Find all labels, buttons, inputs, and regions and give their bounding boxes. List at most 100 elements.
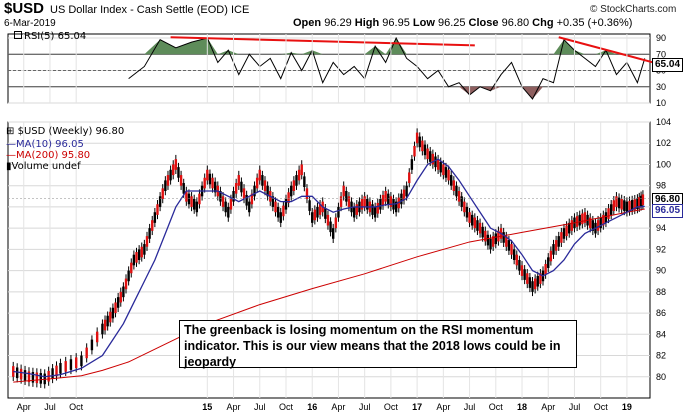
price-bar [195,201,199,213]
price-bar [69,359,73,370]
price-bar [132,254,136,266]
price-bar [612,200,616,211]
price-bar [122,286,125,298]
price-bar [240,181,243,193]
price-bar [575,216,579,227]
price-bar [308,200,311,211]
price-bar [557,236,560,247]
rsi-value-box: 65.04 [652,58,684,72]
price-bar [156,204,159,215]
price-bar [101,323,104,335]
price-bar [418,136,421,148]
price-bar [295,175,298,186]
price-bar [620,198,623,210]
price-bar [560,232,563,243]
price-bar [591,220,595,231]
price-bar [145,236,149,247]
x-tick-label: Oct [279,402,294,412]
price-bar [287,192,290,203]
price-bar [111,307,115,319]
price-bar [352,206,356,218]
price-tick-label: 98 [656,181,666,191]
price-bar [297,169,301,181]
price-bar [518,260,521,271]
price-bar [604,212,608,223]
price-bar [35,372,39,384]
x-tick-label: Jul [464,402,476,412]
price-bar [476,220,479,231]
price-bar [636,198,639,210]
ma200-legend-icon: — [6,150,16,161]
close-label: Close [468,17,499,29]
x-tick-label: Jul [359,402,371,412]
price-bar [106,315,109,327]
price-bar [55,365,58,377]
price-bar [182,183,185,194]
price-bar [193,198,196,210]
price-bar [528,277,532,288]
chg-label: Chg [532,17,554,29]
price-bar [169,169,172,181]
close-value: 96.80 [501,17,530,29]
price-bar [331,228,335,239]
price-bar [211,177,214,189]
price-bar [523,269,526,280]
price-bar [261,175,264,186]
price-bar [334,217,338,229]
price-bar [507,240,511,251]
price-bar [450,175,453,186]
price-bar [311,212,314,223]
price-bar [533,278,537,290]
price-bar [526,273,529,284]
x-tick-label: 18 [517,402,527,412]
price-bar [552,244,555,255]
price-bar [158,196,162,207]
price-bar [266,185,269,197]
price-bar [599,217,602,229]
price-bar [339,196,343,207]
price-bar [140,246,143,258]
ma10-legend-text: MA(10) 96.05 [16,139,84,150]
x-tick-label: 15 [202,402,212,412]
price-bar [114,302,117,314]
price-bar [387,193,390,205]
price-bar [460,196,463,207]
price-bar [394,201,398,213]
x-tick-label: Jul [254,402,266,412]
price-bar [489,238,492,250]
rsi-panel-frame [7,33,651,104]
price-bar [305,188,309,199]
last-price-box: 96.80 [652,193,684,207]
price-bar [589,217,592,229]
price-bar [515,254,518,266]
rsi-trendline-1 [170,36,475,47]
ma10-line [13,158,645,378]
price-bar [641,194,645,206]
price-bar [271,196,275,207]
price-bar [410,159,414,170]
price-bar [213,181,217,193]
price-bar [478,222,482,234]
ma200-legend-text: MA(200) 95.80 [16,150,91,161]
price-bar [494,233,497,245]
ma10-legend: —MA(10) 96.05 [6,139,84,150]
price-bar [565,225,568,237]
price-bar [227,206,230,218]
price-bar [23,370,27,381]
volume-legend-text: Volume undef [11,161,81,172]
price-bar [137,249,141,260]
price-bar [248,201,251,213]
price-bar [276,206,280,218]
price-bar [439,161,442,173]
x-tick-label: Oct [69,402,84,412]
price-bar [130,262,133,274]
price-bar [539,273,542,284]
price-bar [342,185,345,197]
open-label: Open [293,17,322,29]
price-bar [442,164,445,176]
price-bar [190,196,193,207]
price-bar [253,185,256,197]
ma10-legend-icon: — [6,139,16,150]
price-bar [547,257,550,268]
price-bar [363,196,366,207]
